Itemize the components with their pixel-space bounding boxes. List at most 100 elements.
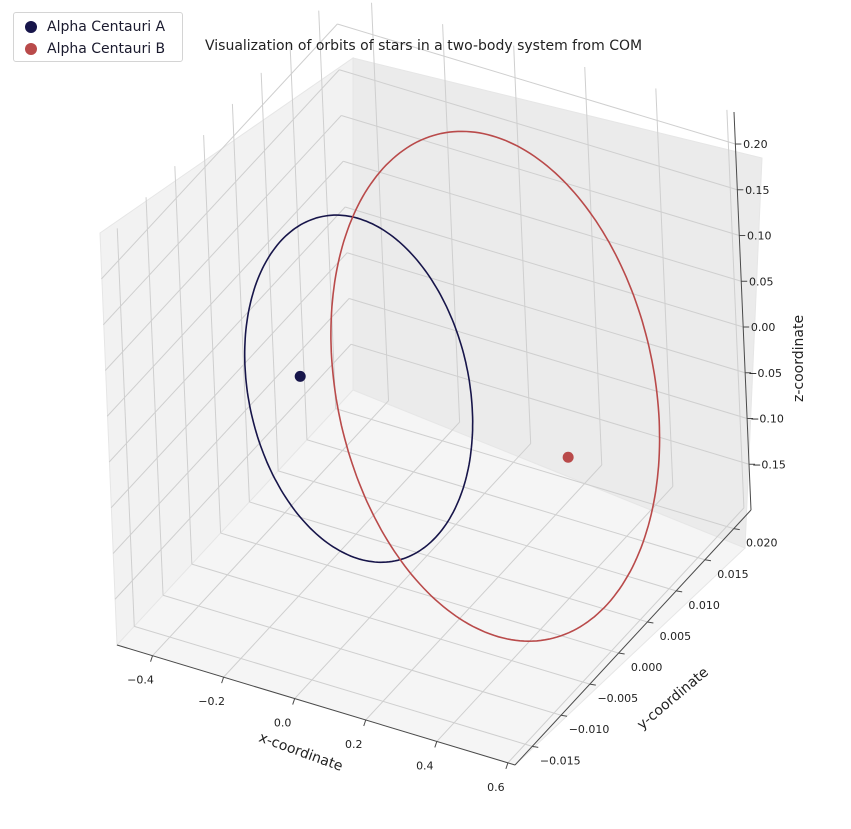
y-axis-line	[514, 509, 752, 766]
x-gridline-floor	[365, 464, 603, 721]
z-gridline-left	[114, 343, 352, 600]
z-tick-labels: −0.15 −0.10 −0.05 0.00 0.05 0.10 0.15 0.20	[735, 138, 786, 471]
z-gridline-left	[102, 69, 340, 326]
z-gridline-back	[343, 160, 742, 282]
z-tick-label: 0.20	[743, 138, 768, 151]
y-tick-label: −0.005	[597, 692, 638, 705]
y-tick-label: 0.000	[631, 661, 663, 674]
x-gridline-floor	[507, 507, 745, 764]
z-gridline-left	[101, 23, 338, 280]
x-tick-label: −0.4	[127, 674, 154, 687]
legend: Alpha Centauri A Alpha Centauri B	[13, 12, 183, 62]
z-gridline-left	[104, 115, 342, 371]
legend-item-alpha-centauri-a: Alpha Centauri A	[25, 16, 165, 38]
y-gridline-floor	[162, 594, 562, 716]
y-tick-mark	[704, 559, 712, 562]
x-gridline-floor	[223, 421, 460, 678]
x-tick-mark	[434, 741, 438, 748]
x-gridline-back	[371, 2, 390, 401]
z-tick-label: −0.05	[748, 367, 782, 380]
x-tick-mark	[292, 698, 296, 705]
legend-marker-a	[25, 21, 37, 33]
y-tick-mark	[618, 652, 625, 655]
x-gridline-back	[584, 66, 603, 466]
x-gridline-back	[513, 45, 532, 444]
x-tick-label: −0.2	[198, 695, 225, 708]
z-gridline-left	[106, 160, 344, 417]
x-tick-mark	[505, 762, 509, 770]
z-gridline-back	[346, 252, 746, 374]
y-tick-mark	[733, 528, 740, 531]
y-tick-labels: −0.015 −0.010 −0.005 0.000 0.005 0.010 0.015 0.…	[532, 528, 778, 767]
z-tick-label: 0.15	[745, 184, 770, 197]
star-marker-alpha-centauri-a	[294, 370, 306, 382]
y-gridline-left	[116, 228, 135, 627]
x-tick-mark	[221, 676, 225, 684]
y-gridline-floor	[278, 470, 677, 592]
legend-label-a: Alpha Centauri A	[47, 19, 166, 35]
z-axis-line	[733, 111, 752, 511]
x-gridline-back	[442, 24, 461, 423]
y-gridline-floor	[220, 532, 619, 654]
x-tick-label: 0.6	[487, 781, 505, 794]
z-gridline-back	[345, 206, 744, 328]
x-tick-label: 0.4	[416, 759, 434, 772]
legend-marker-b	[25, 43, 37, 55]
y-gridline-left	[145, 197, 164, 596]
y-gridline-left	[174, 166, 193, 565]
orbit-line-alpha-centauri-a	[243, 214, 474, 564]
series-layer	[243, 130, 661, 643]
z-tick-label: 0.05	[749, 275, 774, 288]
y-tick-label: 0.005	[660, 630, 692, 643]
x-axis-label: x-coordinate	[257, 730, 345, 775]
x-tick-label: 0.0	[274, 717, 292, 730]
star-marker-alpha-centauri-b	[562, 451, 574, 463]
z-gridline-back	[350, 343, 750, 465]
y-tick-mark	[589, 683, 596, 686]
y-gridline-left	[260, 72, 279, 471]
y-tick-mark	[560, 714, 568, 717]
y-gridline-left	[318, 10, 337, 409]
x-gridline-floor	[152, 400, 389, 657]
orbit-line-alpha-centauri-b	[330, 130, 661, 643]
x-gridline-floor	[294, 443, 532, 699]
x-axis-line	[116, 644, 516, 766]
x-gridline-back	[655, 88, 674, 487]
x-tick-labels: −0.4 −0.2 0.0 0.2 0.4 0.6	[127, 655, 509, 794]
y-gridline-left	[231, 103, 250, 502]
legend-item-alpha-centauri-b: Alpha Centauri B	[25, 38, 165, 60]
x-gridline-back	[726, 109, 745, 508]
z-tick-label: 0.10	[747, 230, 772, 243]
x-tick-mark	[150, 655, 154, 662]
y-tick-mark	[532, 745, 539, 748]
y-gridline-left	[203, 135, 222, 534]
y-tick-mark	[647, 621, 654, 624]
z-gridline-back	[341, 115, 740, 236]
z-gridline-left	[112, 298, 350, 554]
y-tick-label: 0.015	[717, 568, 749, 581]
y-tick-label: −0.010	[569, 723, 610, 736]
z-axis-label: z-coordinate	[791, 315, 807, 402]
y-tick-mark	[676, 590, 683, 593]
x-tick-mark	[363, 719, 367, 727]
y-gridline-floor	[335, 408, 734, 530]
x-gridline-floor	[436, 486, 674, 742]
axes	[116, 111, 752, 766]
z-gridline-back	[348, 298, 748, 419]
y-axis-label: y-coordinate	[634, 664, 712, 733]
x-tick-label: 0.2	[345, 738, 363, 751]
legend-label-b: Alpha Centauri B	[47, 41, 166, 57]
gridlines	[101, 2, 750, 764]
y-tick-label: −0.015	[540, 754, 581, 767]
y-tick-label: 0.010	[688, 599, 720, 612]
z-gridline-back	[339, 69, 738, 191]
y-gridline-floor	[191, 563, 590, 685]
z-gridline-left	[108, 206, 346, 463]
z-tick-label: −0.10	[750, 413, 784, 426]
y-tick-label: 0.020	[746, 537, 778, 550]
z-gridline-back	[337, 23, 736, 145]
z-gridline-left	[110, 252, 348, 509]
z-tick-label: −0.15	[752, 458, 786, 471]
chart-title: Visualization of orbits of stars in a tw…	[205, 38, 642, 54]
